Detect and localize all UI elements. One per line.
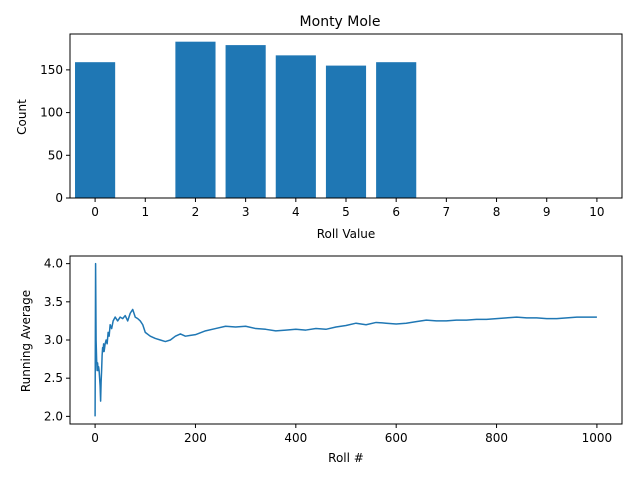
bar-0	[75, 62, 116, 198]
bar-x-tick-label: 10	[589, 205, 604, 219]
bar-x-tick-label: 4	[292, 205, 300, 219]
bar-marks	[75, 41, 417, 199]
line-y-tick-label: 2.0	[44, 409, 63, 423]
bar-y-tick-label: 100	[40, 106, 63, 120]
running-average-line	[94, 262, 597, 417]
bar-x-ticks: 0 1 2 3 4 5 6 7 8 9 10	[91, 198, 605, 219]
line-x-ticks: 0 200 400 600 800 1000	[91, 424, 612, 445]
bar-x-tick-label: 9	[543, 205, 551, 219]
bar-y-tick-label: 150	[40, 63, 63, 77]
bar-6	[376, 62, 417, 198]
line-x-axis-label: Roll #	[328, 451, 364, 465]
bar-x-tick-label: 5	[342, 205, 350, 219]
line-x-tick-label: 600	[385, 431, 408, 445]
bar-chart: Monty Mole 0 1 2 3 4 5 6 7 8 9 10 0 50 100 150 Roll V…	[15, 14, 623, 241]
bar-y-ticks: 0 50 100 150	[40, 63, 70, 205]
line-x-tick-label: 1000	[582, 431, 613, 445]
bar-x-axis-label: Roll Value	[317, 227, 376, 241]
line-y-tick-label: 2.5	[44, 371, 63, 385]
line-x-tick-label: 800	[485, 431, 508, 445]
bar-x-tick-label: 7	[443, 205, 451, 219]
bar-5	[325, 65, 367, 199]
bar-x-tick-label: 2	[192, 205, 200, 219]
bar-y-tick-label: 0	[55, 191, 63, 205]
bar-4	[275, 55, 316, 198]
bar-x-tick-label: 8	[493, 205, 501, 219]
line-x-tick-label: 400	[284, 431, 307, 445]
line-plot-frame	[69, 255, 623, 425]
bar-x-tick-label: 6	[392, 205, 400, 219]
bar-3	[225, 45, 266, 198]
bar-y-tick-label: 50	[48, 148, 63, 162]
line-x-tick-label: 0	[91, 431, 99, 445]
line-y-tick-label: 4.0	[44, 257, 63, 271]
bar-plot-frame	[69, 33, 623, 199]
line-y-tick-label: 3.5	[44, 295, 63, 309]
bar-x-tick-label: 0	[91, 205, 99, 219]
bar-x-tick-label: 1	[141, 205, 149, 219]
bar-chart-title: Monty Mole	[300, 14, 381, 30]
bar-2	[175, 41, 216, 198]
line-y-axis-label: Running Average	[19, 290, 33, 392]
line-chart: 0 200 400 600 800 1000 2.0 2.5 3.0 3.5 4.0 Roll #…	[19, 255, 623, 465]
line-y-ticks: 2.0 2.5 3.0 3.5 4.0	[44, 257, 70, 423]
line-y-tick-label: 3.0	[44, 333, 63, 347]
bar-y-axis-label: Count	[15, 99, 29, 135]
line-x-tick-label: 200	[184, 431, 207, 445]
bar-x-tick-label: 3	[242, 205, 250, 219]
